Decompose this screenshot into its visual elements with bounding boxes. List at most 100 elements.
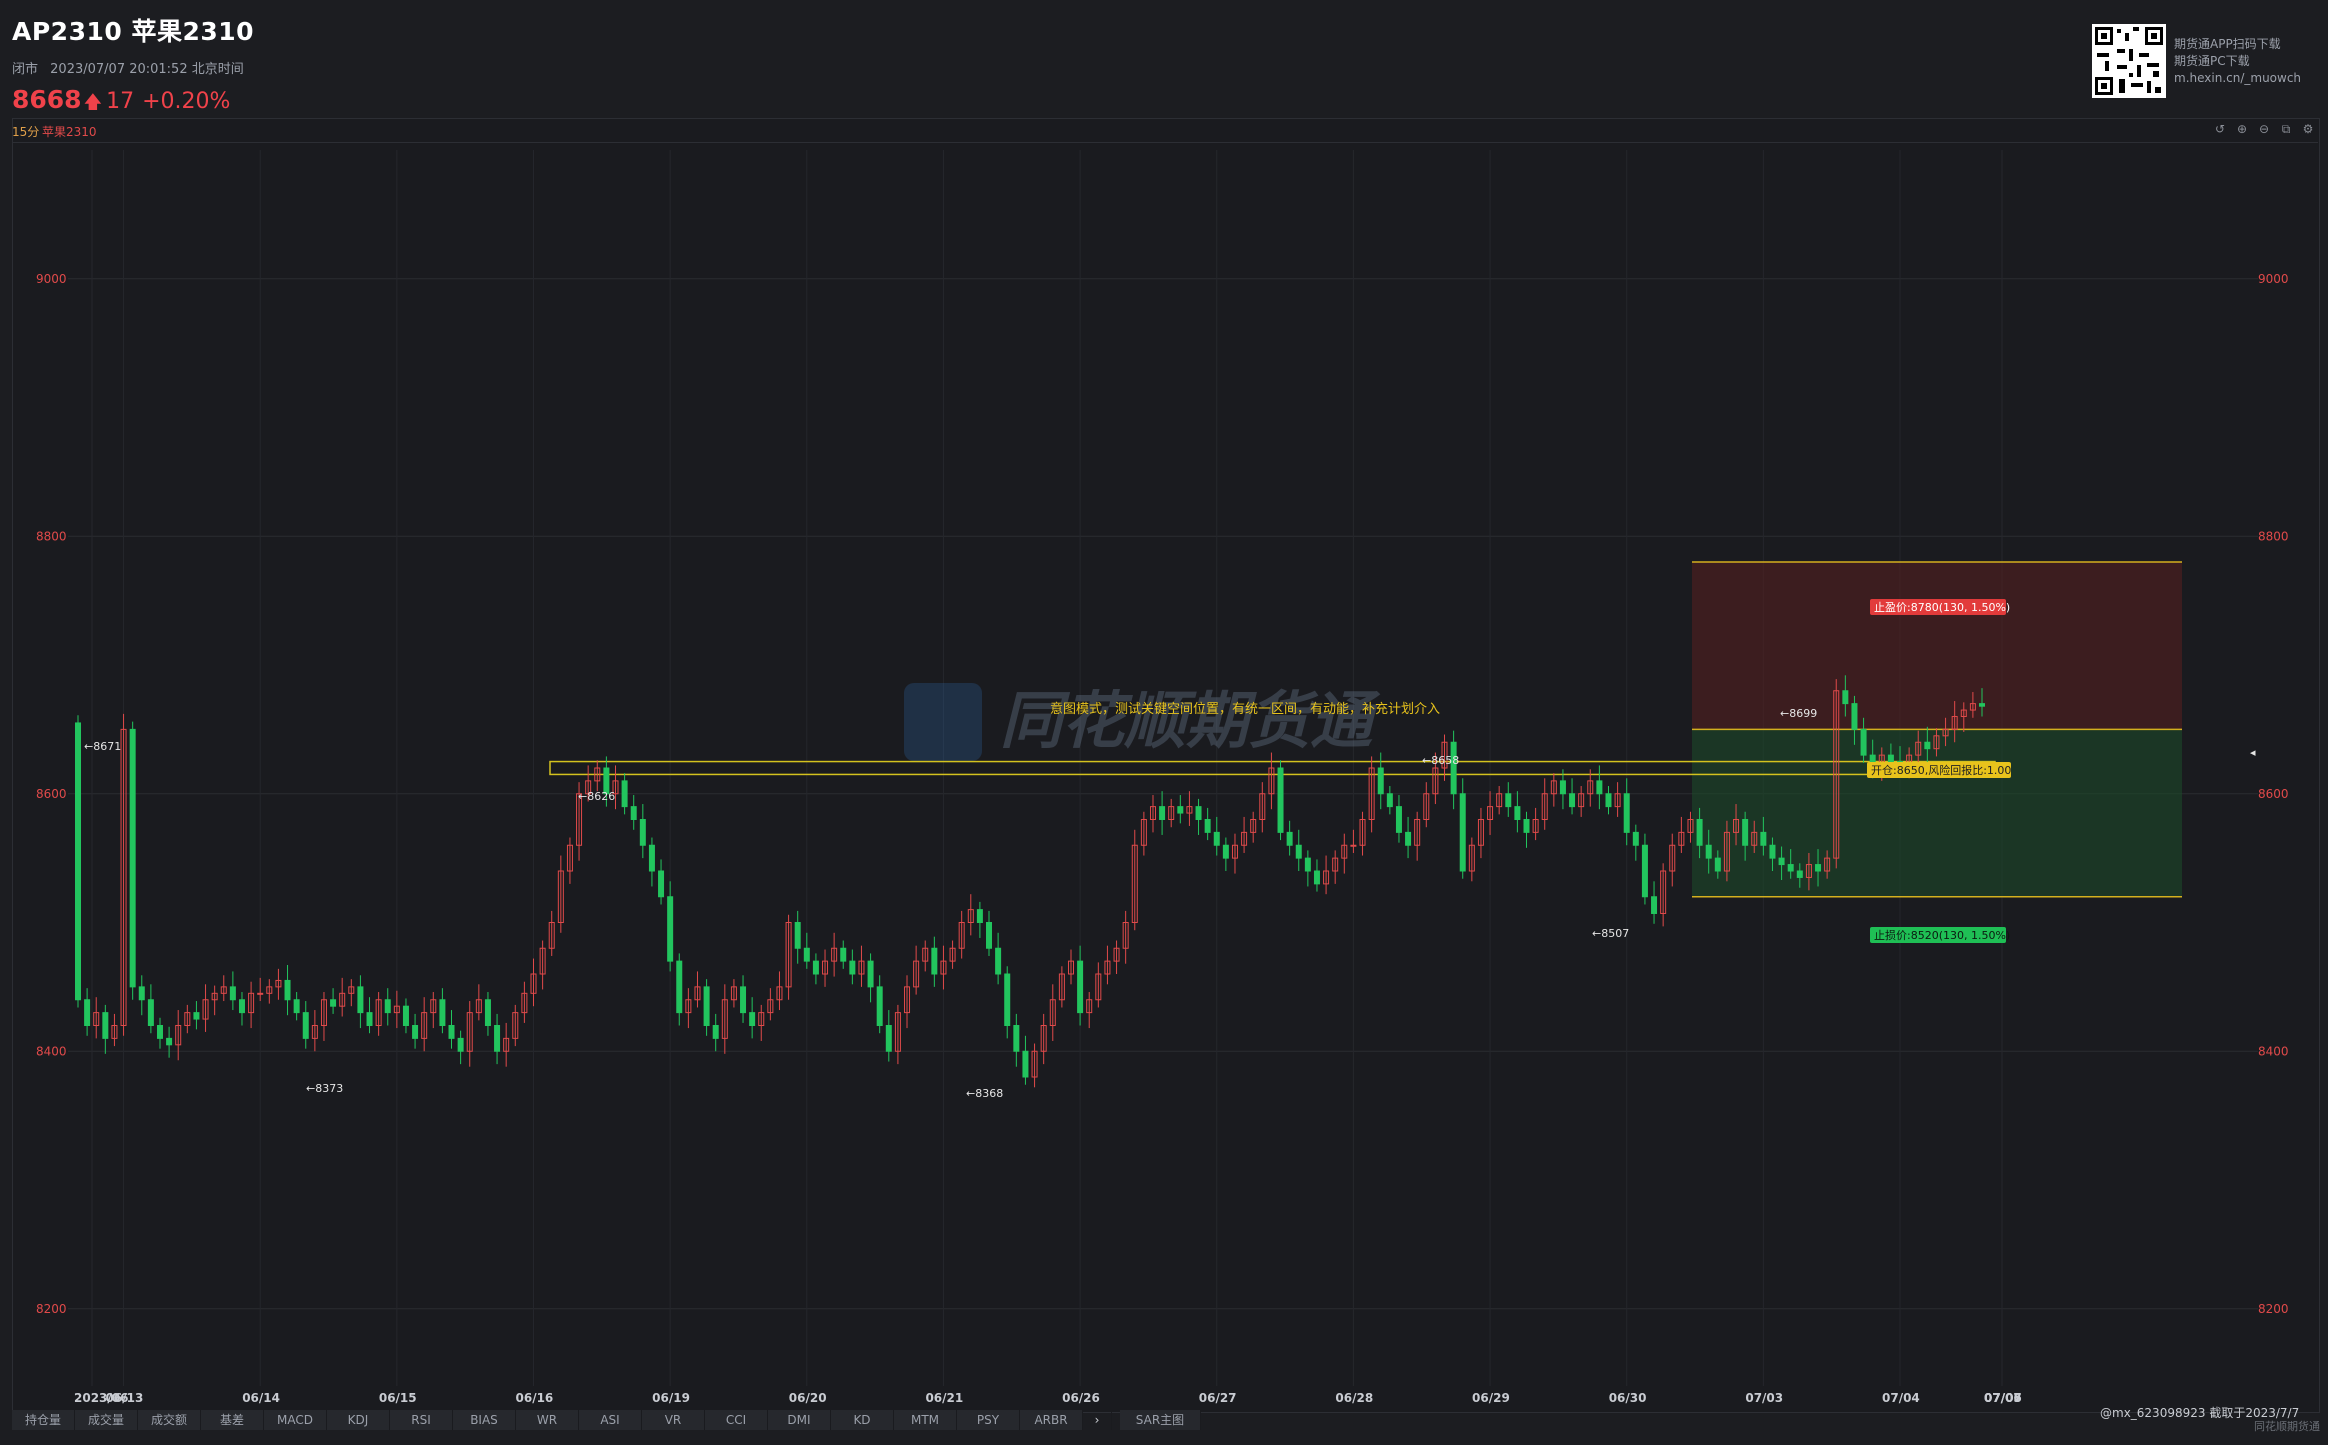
candle-body: [1013, 1025, 1020, 1052]
tab-psy[interactable]: PSY: [957, 1410, 1020, 1430]
qr-code[interactable]: [2092, 24, 2166, 98]
tab-macd[interactable]: MACD: [264, 1410, 327, 1430]
candle-body: [740, 986, 747, 1014]
candle-body: [1168, 806, 1175, 820]
candle-body: [1496, 793, 1503, 808]
watermark: 同花顺期货通: [904, 683, 1381, 761]
candle-body: [1405, 831, 1412, 846]
x-tick-label: 07/06: [1984, 1391, 2022, 1405]
candle-body: [402, 1005, 409, 1026]
tab-sar[interactable]: SAR主图: [1120, 1410, 1201, 1430]
candle-body: [1742, 819, 1749, 846]
x-tick-label: 06/28: [1335, 1391, 1373, 1405]
candle-body: [1942, 728, 1949, 737]
candle-body: [339, 992, 346, 1007]
candle-body: [1569, 793, 1576, 808]
tab-kdj[interactable]: KDJ: [327, 1410, 390, 1430]
settings-icon[interactable]: ⚙: [2302, 122, 2314, 136]
candle-body: [1459, 793, 1466, 872]
candle-body: [785, 922, 792, 988]
y-tick-label: 8400: [36, 1044, 67, 1058]
candle-body: [1104, 960, 1111, 975]
candle-body: [1450, 741, 1457, 795]
candle-body: [1095, 973, 1102, 1001]
app-download-text: 期货通APP扫码下载: [2174, 37, 2281, 51]
tab-rsi[interactable]: RSI: [390, 1410, 453, 1430]
candle-body: [1350, 844, 1357, 847]
x-tick-label: 07/07: [1984, 1391, 2022, 1405]
candle-body: [1933, 735, 1940, 750]
tab-cci[interactable]: CCI: [705, 1410, 768, 1430]
tabs-more-button[interactable]: ›: [1083, 1410, 1112, 1430]
market-status: 闭市: [12, 62, 39, 77]
candle-body: [749, 1012, 756, 1026]
tab-mtm[interactable]: MTM: [894, 1410, 957, 1430]
candle-body: [986, 922, 993, 949]
extreme-annotation: ←8368: [966, 1087, 1003, 1100]
candle-body: [184, 1012, 191, 1026]
candle-body: [348, 986, 355, 994]
tab-turnover[interactable]: 成交额: [138, 1410, 201, 1430]
x-tick-label: 06/13: [106, 1391, 144, 1405]
y-tick-label: 9000: [36, 272, 67, 286]
candle-body: [1359, 819, 1366, 846]
candle-body: [1760, 831, 1767, 846]
tab-dmi[interactable]: DMI: [768, 1410, 831, 1430]
price-change-pct: +0.20%: [142, 89, 231, 114]
candle-body: [412, 1025, 419, 1039]
tab-vr[interactable]: VR: [642, 1410, 705, 1430]
tab-asi[interactable]: ASI: [579, 1410, 642, 1430]
candle-body: [521, 992, 528, 1014]
candle-body: [1195, 806, 1202, 820]
candle-body: [457, 1037, 464, 1052]
candle-body: [849, 960, 856, 975]
pc-download-text: 期货通PC下载: [2174, 54, 2250, 68]
screenshot-icon[interactable]: ⧉: [2281, 122, 2291, 136]
y-tick-label: 8200: [36, 1302, 67, 1316]
candle-body: [1678, 831, 1685, 846]
indicator-tabs: 持仓量 成交量 成交额 基差 MACD KDJ RSI BIAS WR ASI …: [12, 1410, 1201, 1430]
candle-body: [1559, 780, 1566, 795]
x-tick-label: 06/15: [379, 1391, 417, 1405]
stop-loss-label-bg: [1870, 927, 2006, 943]
tab-bias[interactable]: BIAS: [453, 1410, 516, 1430]
candle-body: [375, 999, 382, 1026]
tab-volume[interactable]: 成交量: [75, 1410, 138, 1430]
candle-body: [1086, 999, 1093, 1014]
undo-icon[interactable]: ↺: [2214, 122, 2226, 136]
candle-body: [1587, 780, 1594, 795]
candle-body: [603, 767, 610, 795]
candle-body: [320, 999, 327, 1026]
tab-kd[interactable]: KD: [831, 1410, 894, 1430]
candle-body: [503, 1037, 510, 1052]
candle-body: [758, 1012, 765, 1026]
candle-body: [1578, 793, 1585, 808]
candle-body: [685, 999, 692, 1014]
candle-body: [1705, 844, 1712, 859]
candle-body: [1222, 844, 1229, 859]
candle-body: [421, 1012, 428, 1039]
candle-body: [266, 986, 273, 994]
candle-body: [1186, 806, 1193, 814]
candle-body: [831, 947, 838, 962]
timeframe-label[interactable]: 15分: [12, 125, 40, 139]
candle-body: [202, 999, 209, 1020]
zoom-in-icon[interactable]: ⊕: [2236, 122, 2248, 136]
candle-body: [166, 1037, 173, 1046]
tab-wr[interactable]: WR: [516, 1410, 579, 1430]
qr-code-image: [2092, 24, 2166, 98]
candle-body: [1851, 703, 1858, 730]
tab-basis[interactable]: 基差: [201, 1410, 264, 1430]
candle-body: [494, 1025, 501, 1052]
candle-body: [676, 960, 683, 1014]
tab-arbr[interactable]: ARBR: [1020, 1410, 1083, 1430]
candle-body: [1077, 960, 1084, 1014]
candle-body: [904, 986, 911, 1014]
zoom-out-icon[interactable]: ⊖: [2258, 122, 2270, 136]
candle-body: [1250, 819, 1257, 833]
tab-open-interest[interactable]: 持仓量: [12, 1410, 75, 1430]
candle-body: [466, 1012, 473, 1052]
candle-body: [1487, 806, 1494, 820]
extreme-annotation: ←8671: [84, 740, 121, 753]
